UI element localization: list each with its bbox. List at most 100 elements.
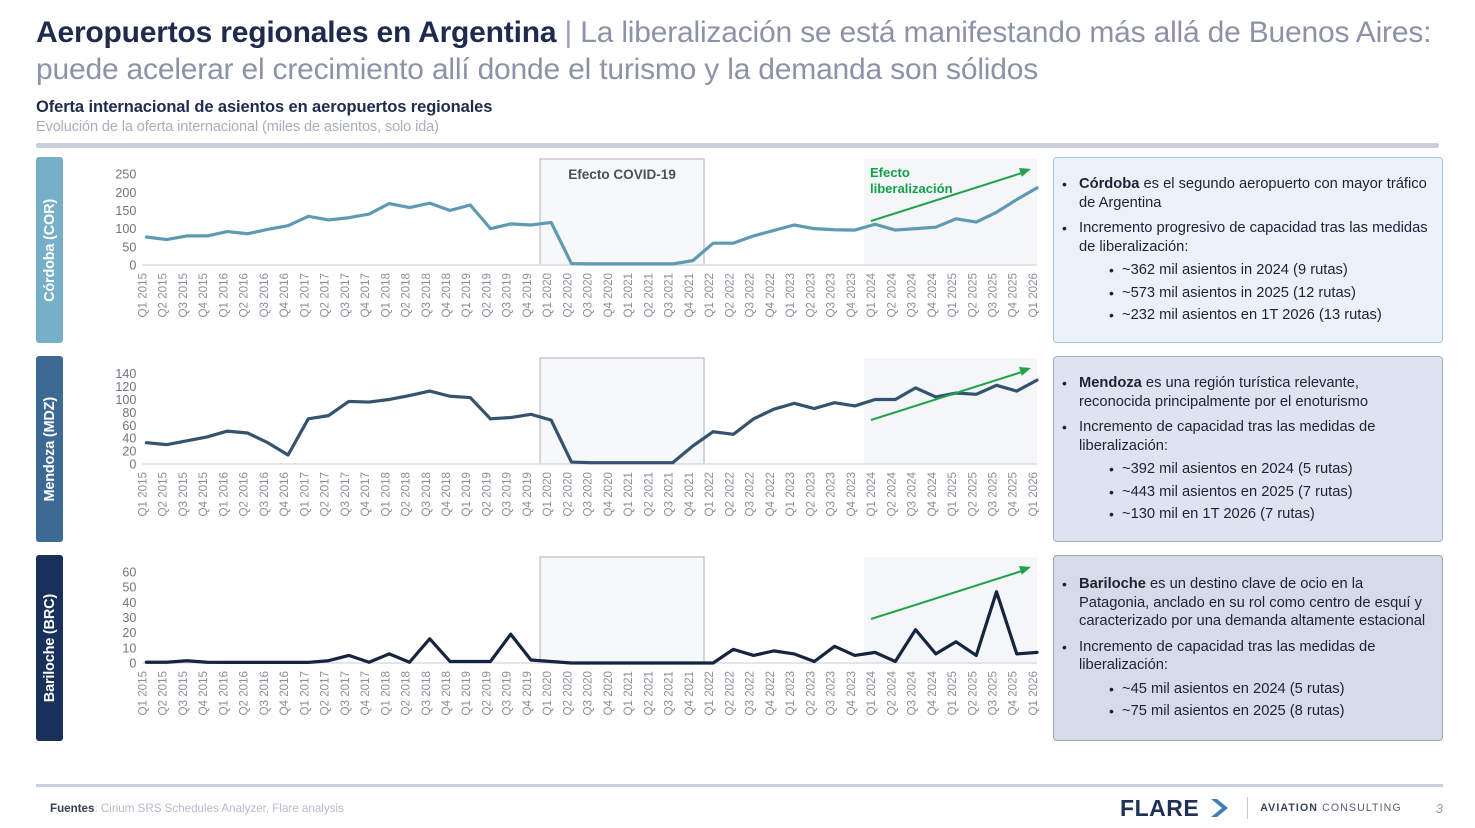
page-title-rest: La liberalización se está manifestando m…	[36, 16, 1432, 86]
info-card-bariloche-bullet-1: Bariloche es un destino clave de ocio en…	[1079, 575, 1426, 630]
svg-text:100: 100	[115, 393, 136, 407]
svg-text:80: 80	[122, 406, 136, 420]
svg-text:liberalización: liberalización	[870, 181, 953, 196]
svg-text:Q4 2019: Q4 2019	[521, 273, 534, 317]
svg-text:Q3 2020: Q3 2020	[582, 272, 595, 317]
svg-text:Q3 2022: Q3 2022	[744, 671, 757, 715]
svg-text:Q2 2022: Q2 2022	[723, 472, 736, 516]
svg-text:Q3 2024: Q3 2024	[906, 670, 919, 715]
svg-text:Q3 2016: Q3 2016	[258, 472, 271, 516]
svg-text:Q4 2020: Q4 2020	[602, 272, 615, 317]
svg-text:Q4 2016: Q4 2016	[278, 671, 291, 715]
svg-text:Q2 2021: Q2 2021	[642, 472, 655, 516]
list-item: • Incremento de capacidad tras las medid…	[1062, 638, 1430, 721]
svg-text:Q4 2017: Q4 2017	[359, 671, 372, 715]
svg-text:Q3 2024: Q3 2024	[906, 272, 919, 317]
svg-text:Q3 2023: Q3 2023	[825, 472, 838, 516]
svg-text:Q4 2025: Q4 2025	[1007, 472, 1020, 516]
chart-mendoza: 140 120 100 80 60 40 20 0 Q1 2015 Q2 2015 Q3 2015 Q…	[74, 356, 1039, 542]
svg-text:Q2 2017: Q2 2017	[319, 273, 332, 317]
svg-text:Q1 2021: Q1 2021	[622, 472, 635, 516]
svg-text:Q2 2015: Q2 2015	[157, 671, 170, 715]
svg-text:Q2 2018: Q2 2018	[399, 472, 412, 516]
svg-text:Q2 2016: Q2 2016	[238, 472, 251, 516]
page-title-strong: Aeropuertos regionales en Argentina	[36, 16, 557, 49]
svg-text:Q1 2015: Q1 2015	[136, 472, 149, 516]
svg-text:Efecto COVID-19: Efecto COVID-19	[568, 167, 676, 182]
svg-text:Q3 2024: Q3 2024	[906, 471, 919, 516]
svg-text:Q4 2019: Q4 2019	[521, 472, 534, 516]
bullet-dot-icon: •	[1062, 374, 1067, 391]
airport-tab-mendoza: Mendoza (MDZ)	[36, 356, 63, 542]
svg-text:Q4 2015: Q4 2015	[197, 671, 210, 715]
svg-text:Q3 2020: Q3 2020	[582, 670, 595, 715]
svg-text:Q1 2018: Q1 2018	[379, 273, 392, 317]
page-number: 3	[1435, 800, 1443, 816]
svg-text:Q3 2018: Q3 2018	[420, 472, 433, 516]
svg-text:Q2 2018: Q2 2018	[399, 273, 412, 317]
svg-text:Q2 2019: Q2 2019	[480, 671, 493, 715]
bullet-dot-icon: •	[1109, 680, 1114, 697]
svg-text:Q2 2023: Q2 2023	[804, 273, 817, 317]
bullet-dot-icon: •	[1062, 638, 1067, 655]
svg-text:Q1 2021: Q1 2021	[622, 273, 635, 317]
svg-text:Q4 2024: Q4 2024	[926, 272, 939, 317]
svg-text:Q4 2018: Q4 2018	[440, 273, 453, 317]
svg-text:Q1 2025: Q1 2025	[946, 472, 959, 516]
svg-text:Q1 2019: Q1 2019	[460, 273, 473, 317]
airport-tab-bariloche: Bariloche (BRC)	[36, 555, 63, 741]
bullet-dot-icon: •	[1062, 220, 1067, 237]
list-item: • ~443 mil asientos en 2025 (7 rutas)	[1109, 483, 1430, 502]
header-divider	[36, 143, 1439, 148]
svg-text:20: 20	[122, 445, 136, 459]
info-card-bariloche-bullet-2: Incremento de capacidad tras las medidas…	[1079, 638, 1430, 721]
list-item: • Mendoza es una región turística releva…	[1062, 374, 1430, 411]
svg-text:Q4 2017: Q4 2017	[359, 472, 372, 516]
svg-text:Q4 2021: Q4 2021	[683, 273, 696, 317]
svg-text:Q4 2022: Q4 2022	[764, 273, 777, 317]
svg-text:Q3 2021: Q3 2021	[663, 671, 676, 715]
svg-text:Q4 2023: Q4 2023	[845, 273, 858, 317]
list-item: • Córdoba es el segundo aeropuerto con m…	[1062, 175, 1430, 212]
svg-text:Q1 2023: Q1 2023	[784, 671, 797, 715]
svg-text:Q3 2018: Q3 2018	[420, 671, 433, 715]
svg-text:Q3 2022: Q3 2022	[744, 273, 757, 317]
svg-text:Q4 2015: Q4 2015	[197, 472, 210, 516]
svg-text:40: 40	[122, 432, 136, 446]
svg-text:Q1 2022: Q1 2022	[703, 472, 716, 516]
svg-text:Q3 2025: Q3 2025	[986, 671, 999, 715]
svg-text:Q2 2024: Q2 2024	[885, 272, 898, 317]
page-title: Aeropuertos regionales en Argentina | La…	[36, 14, 1439, 88]
info-card-mendoza-sublist: • ~392 mil asientos en 2024 (5 rutas) • ~4…	[1079, 460, 1430, 524]
svg-text:Q1 2023: Q1 2023	[784, 472, 797, 516]
svg-text:Q1 2020: Q1 2020	[541, 471, 554, 516]
info-card-mendoza-bullet-1: Mendoza es una región turística relevant…	[1079, 374, 1369, 410]
bullet-dot-icon: •	[1109, 262, 1114, 279]
svg-text:Q4 2015: Q4 2015	[197, 273, 210, 317]
svg-text:Q1 2022: Q1 2022	[703, 671, 716, 715]
bullet-dot-icon: •	[1109, 506, 1114, 523]
list-item: • ~45 mil asientos en 2024 (5 rutas)	[1109, 680, 1430, 699]
svg-text:Q2 2016: Q2 2016	[238, 273, 251, 317]
svg-text:30: 30	[122, 611, 136, 625]
info-card-mendoza: • Mendoza es una región turística releva…	[1053, 356, 1443, 542]
brand-name: FLARE	[1120, 794, 1200, 821]
list-item: • ~232 mil asientos en 1T 2026 (13 rutas)	[1109, 306, 1430, 325]
chart-row-bariloche: Bariloche (BRC) 60 50 40 30 20 10 0 Q1 2015 Q2 2…	[36, 555, 1443, 741]
info-card-bariloche: • Bariloche es un destino clave de ocio …	[1053, 555, 1443, 741]
svg-text:Q2 2023: Q2 2023	[804, 671, 817, 715]
svg-text:Q2 2025: Q2 2025	[966, 273, 979, 317]
svg-text:Q1 2018: Q1 2018	[379, 671, 392, 715]
brand-divider	[1247, 797, 1249, 819]
svg-text:Q1 2015: Q1 2015	[136, 273, 149, 317]
svg-text:Q1 2017: Q1 2017	[298, 273, 311, 317]
svg-text:140: 140	[115, 367, 136, 381]
svg-text:Q2 2025: Q2 2025	[966, 472, 979, 516]
svg-text:Q3 2015: Q3 2015	[177, 671, 190, 715]
chevron-right-icon	[1209, 797, 1235, 819]
svg-text:Q1 2016: Q1 2016	[217, 671, 230, 715]
svg-text:120: 120	[115, 380, 136, 394]
chart-bariloche: 60 50 40 30 20 10 0 Q1 2015 Q2 2015 Q3 2015 Q4 201…	[74, 555, 1039, 741]
svg-text:Q3 2017: Q3 2017	[339, 472, 352, 516]
